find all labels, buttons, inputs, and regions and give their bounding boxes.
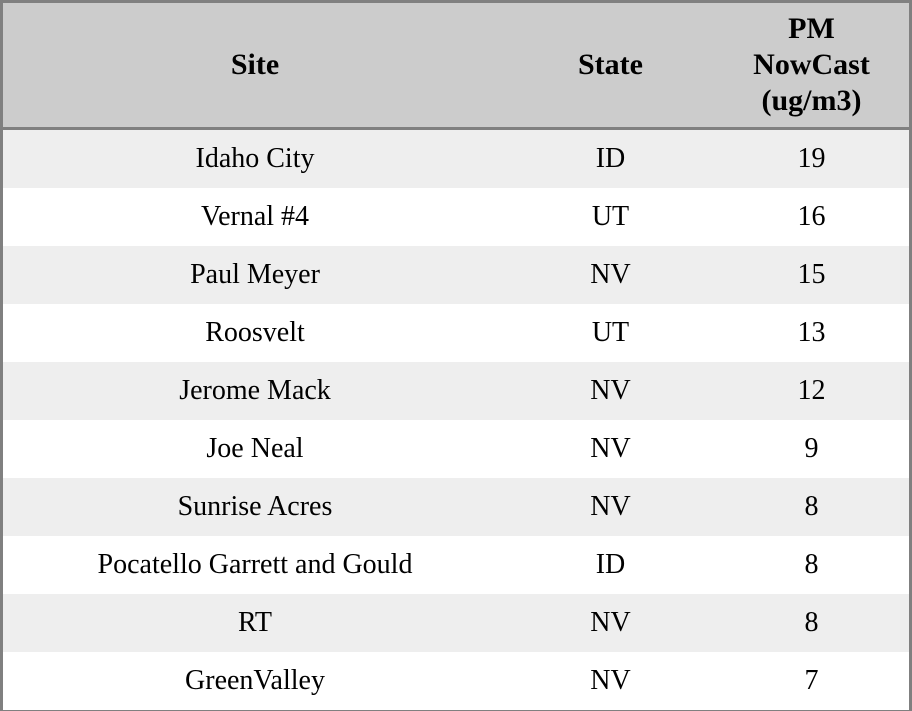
cell-state: UT	[591, 317, 630, 348]
cell-site: Paul Meyer	[190, 259, 320, 290]
table-row: Paul Meyer NV 15	[3, 246, 909, 304]
cell-state: ID	[595, 549, 626, 580]
cell-state: NV	[590, 259, 631, 290]
cell-pm-nowcast: 9	[804, 433, 819, 464]
cell-state: NV	[590, 433, 631, 464]
cell-pm-nowcast: 15	[797, 259, 826, 290]
cell-state: NV	[590, 491, 631, 522]
cell-pm-nowcast: 19	[797, 143, 826, 174]
table-row: Jerome Mack NV 12	[3, 362, 909, 420]
table-header: Site State PM NowCast (ug/m3)	[3, 3, 909, 130]
cell-pm-nowcast: 16	[797, 201, 826, 232]
cell-site: GreenValley	[185, 665, 325, 696]
column-header-pm-nowcast-line-3: (ug/m3)	[761, 84, 862, 117]
cell-state: NV	[590, 375, 631, 406]
cell-site: Roosvelt	[205, 317, 305, 348]
cell-site: Sunrise Acres	[177, 491, 333, 522]
column-header-state-line-1: State	[578, 48, 643, 81]
cell-state: NV	[590, 607, 631, 638]
table-row: GreenValley NV 7	[3, 652, 909, 710]
cell-pm-nowcast: 13	[797, 317, 826, 348]
cell-pm-nowcast: 8	[804, 607, 819, 638]
air-quality-table: Site State PM NowCast (ug/m3) Idaho City…	[3, 3, 909, 710]
cell-pm-nowcast: 8	[804, 491, 819, 522]
column-header-pm-nowcast: PM NowCast (ug/m3)	[714, 3, 909, 130]
cell-site: Idaho City	[195, 143, 315, 174]
cell-pm-nowcast: 12	[797, 375, 826, 406]
cell-site: Vernal #4	[200, 201, 310, 232]
table-row: RT NV 8	[3, 594, 909, 652]
cell-pm-nowcast: 7	[804, 665, 819, 696]
cell-site: RT	[237, 607, 273, 638]
column-header-pm-nowcast-line-2: NowCast	[753, 48, 870, 81]
column-header-pm-nowcast-line-1: PM	[788, 12, 835, 45]
column-header-site-line-1: Site	[230, 48, 280, 81]
cell-state: NV	[590, 665, 631, 696]
column-header-site: Site	[3, 3, 507, 130]
cell-pm-nowcast: 8	[804, 549, 819, 580]
cell-site: Joe Neal	[206, 433, 304, 464]
table-row: Sunrise Acres NV 8	[3, 478, 909, 536]
cell-state: ID	[595, 143, 626, 174]
table-row: Pocatello Garrett and Gould ID 8	[3, 536, 909, 594]
table-row: Vernal #4 UT 16	[3, 188, 909, 246]
table-row: Roosvelt UT 13	[3, 304, 909, 362]
cell-state: UT	[591, 201, 630, 232]
table-row: Joe Neal NV 9	[3, 420, 909, 478]
cell-site: Pocatello Garrett and Gould	[97, 549, 413, 580]
table-row: Idaho City ID 19	[3, 128, 909, 188]
column-header-state: State	[507, 3, 714, 130]
cell-site: Jerome Mack	[179, 375, 331, 406]
table-header-row: Site State PM NowCast (ug/m3)	[3, 3, 909, 130]
table-body: Idaho City ID 19 Vernal #4 UT 16 Paul Me…	[3, 128, 909, 710]
